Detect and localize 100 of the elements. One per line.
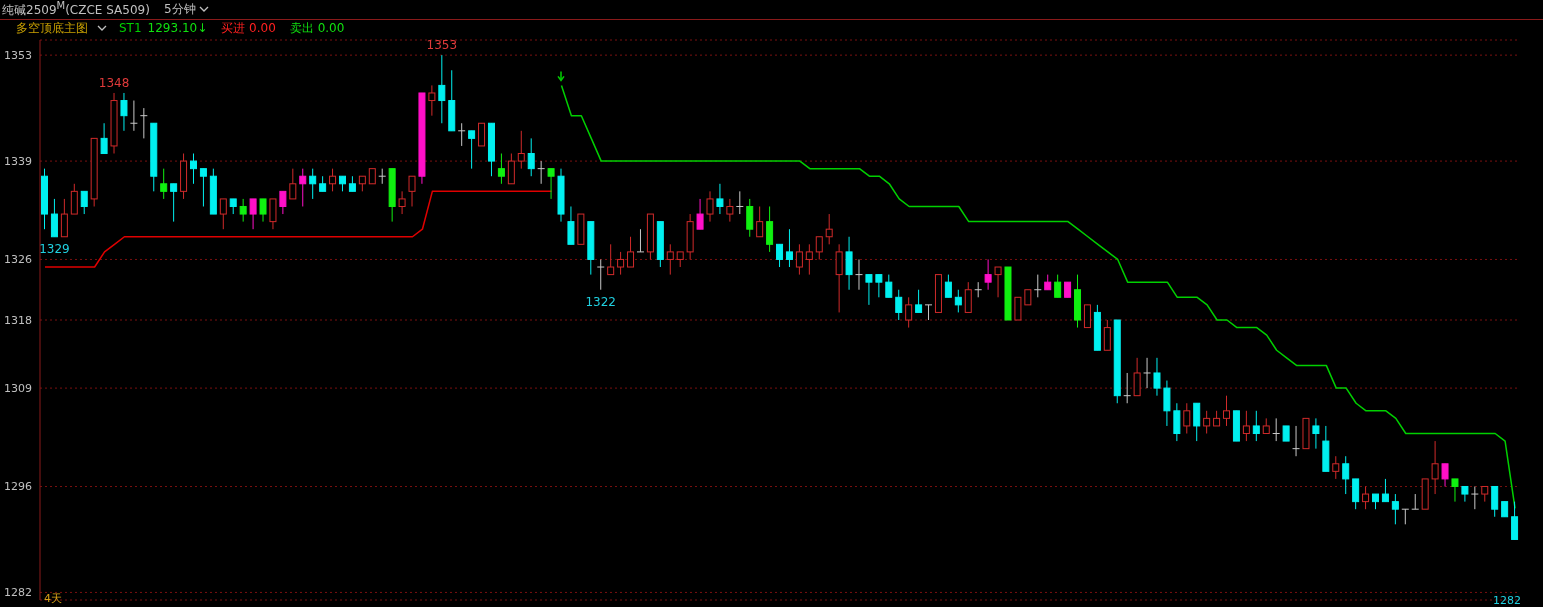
candlestick [706, 190, 714, 223]
candlestick [746, 198, 754, 238]
text: 卖出 0.00 [289, 19, 345, 37]
candlestick [1431, 440, 1439, 495]
candlestick [1123, 372, 1132, 404]
candlestick [1441, 463, 1449, 487]
candlestick [1391, 493, 1399, 525]
candlestick [547, 168, 555, 200]
candlestick [1103, 319, 1111, 351]
candlestick [974, 281, 983, 298]
candlestick [139, 107, 148, 139]
candlestick [1054, 274, 1062, 298]
candlestick [50, 198, 58, 238]
candlestick [160, 168, 168, 200]
candlestick [1143, 357, 1152, 389]
y-tick-label: 1282 [4, 586, 32, 600]
candlestick [666, 243, 674, 276]
text: 多空顶底主图 [16, 19, 88, 37]
y-tick-label: 1309 [4, 382, 32, 396]
candlestick [1401, 508, 1410, 525]
candlestick [716, 183, 724, 215]
candlestick [507, 153, 515, 185]
candlestick [537, 160, 546, 185]
candlestick [607, 243, 615, 276]
candlestick [1193, 402, 1201, 442]
candlestick [915, 289, 923, 313]
candlestick [994, 266, 1002, 298]
candlestick [627, 236, 635, 268]
candlestick [1362, 485, 1370, 510]
candlestick [468, 130, 476, 170]
candlestick [1203, 410, 1211, 435]
candlestick [1014, 296, 1022, 321]
candlestick [199, 168, 207, 207]
candlestick [60, 198, 68, 238]
candlestick [1133, 357, 1141, 397]
candlestick [895, 289, 903, 321]
candlestick [1173, 402, 1181, 442]
candlestick [1083, 304, 1091, 329]
candlestick [497, 153, 505, 185]
candlestick [100, 122, 108, 155]
candlestick [567, 205, 575, 245]
candlestick [269, 198, 277, 230]
candlestick [1033, 274, 1042, 298]
candlestick [766, 205, 774, 253]
candlestick [1272, 417, 1281, 442]
candlestick [1411, 493, 1420, 510]
candlestick [1183, 402, 1191, 435]
candlestick [1352, 478, 1360, 510]
candlestick [1153, 357, 1161, 397]
candlestick [170, 183, 178, 223]
annotation: 1353 [426, 38, 458, 53]
candlestick [329, 168, 337, 192]
candlestick [944, 274, 952, 298]
candlestick [964, 281, 972, 313]
y-tick-label: 1318 [4, 313, 32, 327]
candlestick [596, 258, 605, 291]
candlestick [954, 289, 962, 313]
candlestick [865, 274, 873, 306]
annotation: 1322 [585, 294, 617, 309]
text: ST1 [119, 21, 142, 35]
candlestick [756, 205, 764, 238]
candlestick [1242, 410, 1250, 442]
annotation: 1348 [98, 75, 130, 90]
candlestick [905, 296, 913, 329]
candlestick [984, 258, 992, 291]
candlestick [875, 274, 883, 298]
candlestick [1332, 455, 1340, 480]
y-tick-label: 1353 [4, 49, 32, 63]
candlestick [408, 175, 416, 207]
candlestick [80, 190, 88, 215]
candlestick [398, 190, 406, 215]
annotation: 1282 [1493, 594, 1521, 607]
candlestick [239, 198, 247, 223]
candlestick [1163, 380, 1171, 427]
candlestick [120, 92, 128, 132]
candlestick [279, 190, 287, 215]
chart-subtitle: 5分钟 [163, 1, 196, 18]
y-tick-label: 1326 [4, 253, 32, 267]
candlestick [1461, 485, 1469, 503]
candlestick [219, 198, 227, 230]
candlestick [1511, 501, 1519, 540]
candlestick [835, 243, 843, 313]
candlestick [1451, 478, 1459, 503]
candlestick [1292, 425, 1301, 457]
text: 1293.10↓ [147, 21, 208, 35]
candlestick [289, 168, 297, 200]
line-series [560, 84, 1516, 510]
candlestick [636, 228, 645, 253]
candlestick [1252, 410, 1260, 442]
candlestick [378, 168, 387, 185]
candlestick [527, 137, 535, 177]
candlestick [1342, 455, 1350, 495]
candlestick [70, 183, 78, 215]
candlestick [189, 153, 197, 185]
candlestick [785, 228, 793, 268]
candlestick [428, 84, 436, 117]
candlestick [805, 243, 813, 276]
candlestick [696, 198, 704, 230]
candlestick [1491, 485, 1499, 518]
text: 买进 0.00 [221, 19, 276, 37]
